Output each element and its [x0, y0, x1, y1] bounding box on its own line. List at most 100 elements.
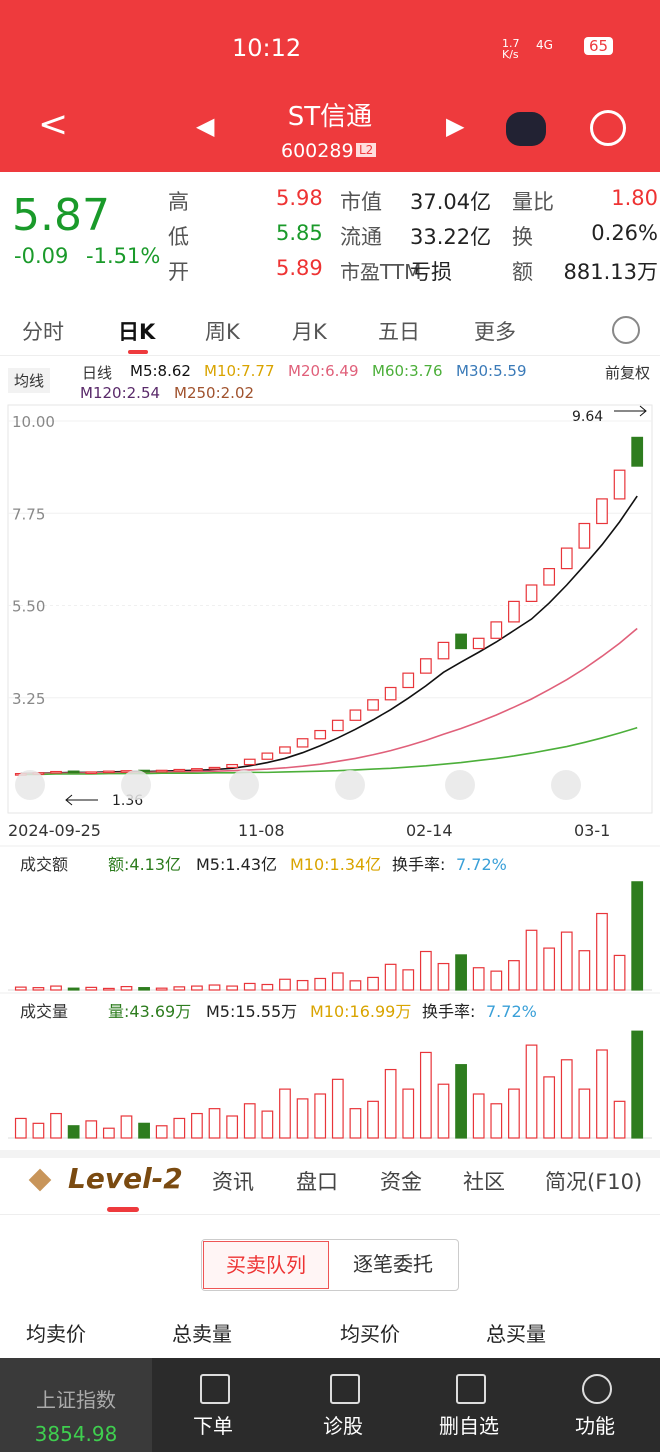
column-header: 总买量 [486, 1322, 546, 1346]
index-name: 上证指数 [36, 1388, 116, 1412]
bar [120, 1115, 133, 1139]
index-box[interactable] [0, 1358, 152, 1452]
ma-item: M5:8.62 [130, 362, 191, 380]
candle [349, 709, 362, 721]
quote-cell: 量比 [512, 190, 554, 214]
candle [173, 768, 186, 772]
adjust[interactable]: 前复权 [604, 364, 650, 382]
period-tab[interactable]: 分时 [22, 320, 64, 344]
column-header: 总卖量 [172, 1322, 232, 1346]
nav-item[interactable]: 功能 [575, 1414, 615, 1438]
bar [155, 1125, 168, 1139]
net-speed: 1.7 K/s [502, 37, 520, 61]
bar [578, 1088, 591, 1139]
info-tab[interactable]: 盘口 [296, 1170, 338, 1194]
bar [402, 969, 415, 991]
candle [384, 686, 397, 701]
bar [560, 931, 573, 991]
y-tick-label: 7.75 [12, 505, 45, 523]
candle [508, 600, 520, 623]
period-tab[interactable]: 周K [205, 320, 240, 344]
info-tab[interactable]: Level-2 [68, 1162, 183, 1195]
period-tab[interactable]: 更多 [474, 320, 516, 344]
indicator: M10:16.99万 [310, 1002, 411, 1021]
bar [102, 1127, 115, 1139]
bar [331, 972, 344, 991]
bar [208, 1108, 221, 1139]
bar [120, 985, 133, 991]
ma-item: M60:3.76 [372, 362, 443, 380]
bar [384, 963, 397, 991]
candle [402, 672, 415, 689]
candle [455, 633, 467, 650]
quote-cell: 换 [512, 225, 533, 249]
quote-cell: 市盈TTM [340, 260, 422, 284]
quote-cell: 流通 [340, 225, 382, 249]
period-tab[interactable]: 日K [118, 320, 156, 344]
candle [472, 637, 485, 650]
info-tab[interactable]: 资金 [380, 1170, 422, 1194]
bar [437, 962, 450, 991]
bar [596, 1049, 608, 1139]
min-label: 1.36 [112, 793, 143, 809]
period-tab[interactable]: 五日 [378, 320, 420, 344]
column-header: 均卖价 [26, 1322, 86, 1346]
bar [138, 1122, 150, 1139]
bar [384, 1068, 397, 1139]
bar [314, 1093, 327, 1139]
nav-item[interactable]: 删自选 [439, 1414, 499, 1438]
bar [296, 1098, 309, 1139]
chart-control [551, 770, 581, 800]
nav-icon[interactable] [456, 1374, 486, 1404]
bar [419, 950, 432, 991]
bar [402, 1088, 415, 1139]
bar [296, 979, 309, 991]
candle [560, 547, 573, 570]
bar [226, 1115, 239, 1139]
bar [314, 977, 327, 991]
bar [102, 987, 115, 991]
bar [261, 1110, 274, 1139]
bar [490, 1103, 503, 1139]
ma-line [20, 495, 638, 775]
change-pct: -1.51% [86, 244, 161, 268]
stock-name: ST信通 [287, 102, 373, 132]
bar [331, 1078, 344, 1139]
bar [67, 1125, 80, 1139]
info-tab[interactable]: 资讯 [212, 1170, 254, 1194]
prev[interactable]: ◀ [196, 112, 215, 140]
next[interactable]: ▶ [446, 112, 465, 140]
ma-line-label: 日线 [82, 364, 113, 382]
nav-icon[interactable] [330, 1374, 360, 1404]
tab-bar [0, 1150, 660, 1220]
ma-selector[interactable]: 均线 [8, 368, 51, 393]
bar [173, 1117, 186, 1139]
info-tab[interactable]: 社区 [463, 1170, 505, 1194]
quote-cell: 5.85 [276, 221, 323, 245]
quote-cell: 高 [168, 190, 189, 214]
bar [525, 929, 538, 991]
nav-icon[interactable] [200, 1374, 230, 1404]
column-header: 均买价 [340, 1322, 400, 1346]
nav-item[interactable]: 诊股 [323, 1414, 363, 1438]
arrow [65, 794, 98, 806]
search[interactable] [590, 110, 626, 146]
info-tab[interactable]: 简况(F10) [545, 1170, 643, 1194]
quote-cell: 881.13万 [563, 260, 658, 284]
segment[interactable]: 逐笔委托 [353, 1252, 433, 1276]
segment[interactable]: 买卖队列 [203, 1241, 329, 1289]
max-label: 9.64 [572, 409, 603, 425]
indicator: M5:1.43亿 [196, 855, 277, 874]
back[interactable]: < [38, 104, 69, 145]
quote-cell: 市值 [340, 190, 382, 214]
header-bg [0, 0, 660, 172]
settings[interactable] [612, 316, 640, 344]
bar [32, 1122, 45, 1139]
robot[interactable] [506, 112, 546, 146]
nav-item[interactable]: 下单 [193, 1414, 233, 1438]
bar [50, 1112, 62, 1139]
bar [472, 1093, 485, 1139]
period-tab[interactable]: 月K [292, 320, 327, 344]
ma-item: M250:2.02 [174, 384, 255, 402]
nav-icon[interactable] [582, 1374, 612, 1404]
